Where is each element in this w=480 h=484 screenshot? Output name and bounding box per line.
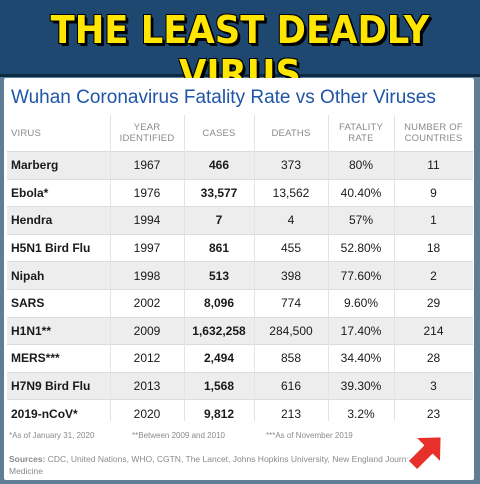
cell-deaths: 858 — [254, 344, 328, 373]
cell-year: 1994 — [110, 206, 184, 235]
cell-countries: 29 — [394, 288, 473, 318]
column-header-year: YEAR IDENTIFIED — [119, 122, 175, 144]
sources-note: Sources: CDC, United Nations, WHO, CGTN,… — [9, 453, 429, 477]
cell-fatality-rate: 80% — [328, 151, 394, 180]
cell-deaths: 284,500 — [254, 316, 328, 345]
cell-virus: MERS*** — [7, 344, 110, 373]
cell-year: 1998 — [110, 261, 184, 290]
footnote-2: **Between 2009 and 2010 — [132, 431, 225, 440]
cell-cases: 7 — [184, 206, 254, 235]
table-row: H1N1** 2009 1,632,258 284,500 17.40% 214 — [7, 316, 473, 345]
table-row: Nipah 1998 513 398 77.60% 2 — [7, 261, 473, 290]
cell-year: 2002 — [110, 288, 184, 318]
cell-cases: 1,632,258 — [184, 316, 254, 345]
cell-virus: SARS — [7, 288, 110, 318]
footnote-1: *As of January 31, 2020 — [9, 431, 95, 440]
cell-deaths: 455 — [254, 233, 328, 262]
cell-cases: 2,494 — [184, 344, 254, 373]
cell-year: 2009 — [110, 316, 184, 345]
cell-cases: 861 — [184, 233, 254, 262]
column-divider — [110, 115, 111, 421]
table-row: Marberg 1967 466 373 80% 11 — [7, 151, 473, 180]
table-row: SARS 2002 8,096 774 9.60% 29 — [7, 288, 473, 318]
cell-fatality-rate: 40.40% — [328, 178, 394, 207]
column-divider — [254, 115, 255, 421]
cell-deaths: 774 — [254, 288, 328, 318]
cell-fatality-rate: 39.30% — [328, 371, 394, 400]
fatality-table: VIRUS YEAR IDENTIFIED CASES DEATHS FATAL… — [7, 115, 473, 427]
cell-deaths: 13,562 — [254, 178, 328, 207]
cell-virus: Ebola* — [7, 178, 110, 207]
cell-deaths: 616 — [254, 371, 328, 400]
cell-countries: 23 — [394, 399, 473, 427]
footnote-3: ***As of November 2019 — [266, 431, 353, 440]
cell-fatality-rate: 77.60% — [328, 261, 394, 290]
column-header-cases: CASES — [202, 127, 236, 139]
cell-virus: Hendra — [7, 206, 110, 235]
cell-countries: 9 — [394, 178, 473, 207]
cell-cases: 466 — [184, 151, 254, 180]
cell-virus: H5N1 Bird Flu — [7, 233, 110, 262]
table-row: 2019-nCoV* 2020 9,812 213 3.2% 23 — [7, 399, 473, 427]
sources-label: Sources: — [9, 454, 46, 464]
banner: THE LEAST DEADLY VIRUS — [0, 0, 480, 96]
banner-title: THE LEAST DEADLY VIRUS — [50, 8, 430, 96]
table-row: H7N9 Bird Flu 2013 1,568 616 39.30% 3 — [7, 371, 473, 400]
cell-deaths: 4 — [254, 206, 328, 235]
cell-deaths: 398 — [254, 261, 328, 290]
cell-countries: 2 — [394, 261, 473, 290]
table-header-row: VIRUS YEAR IDENTIFIED CASES DEATHS FATAL… — [7, 115, 473, 152]
table-row: H5N1 Bird Flu 1997 861 455 52.80% 18 — [7, 233, 473, 262]
cell-cases: 33,577 — [184, 178, 254, 207]
red-arrow-icon — [405, 434, 444, 473]
cell-year: 2020 — [110, 399, 184, 427]
table-title: Wuhan Coronavirus Fatality Rate vs Other… — [11, 87, 436, 108]
cell-virus: H7N9 Bird Flu — [7, 371, 110, 400]
cell-cases: 8,096 — [184, 288, 254, 318]
cell-virus: Marberg — [7, 151, 110, 180]
cell-fatality-rate: 9.60% — [328, 288, 394, 318]
cell-countries: 18 — [394, 233, 473, 262]
cell-year: 1967 — [110, 151, 184, 180]
cell-deaths: 213 — [254, 399, 328, 427]
cell-deaths: 373 — [254, 151, 328, 180]
cell-countries: 1 — [394, 206, 473, 235]
column-header-fatality-rate: FATALITY RATE — [338, 122, 383, 144]
cell-virus: 2019-nCoV* — [7, 399, 110, 427]
cell-fatality-rate: 3.2% — [328, 399, 394, 427]
table-row: Hendra 1994 7 4 57% 1 — [7, 206, 473, 235]
cell-fatality-rate: 17.40% — [328, 316, 394, 345]
column-header-countries: NUMBER OF COUNTRIES — [404, 122, 463, 144]
column-divider — [394, 115, 395, 421]
column-divider — [328, 115, 329, 421]
cell-fatality-rate: 52.80% — [328, 233, 394, 262]
cell-countries: 28 — [394, 344, 473, 373]
cell-year: 1997 — [110, 233, 184, 262]
table-body: Marberg 1967 466 373 80% 11 Ebola* 1976 33,577 13… — [7, 151, 473, 427]
cell-fatality-rate: 57% — [328, 206, 394, 235]
table-card: Wuhan Coronavirus Fatality Rate vs Other… — [4, 78, 474, 480]
cell-year: 2012 — [110, 344, 184, 373]
column-divider — [184, 115, 185, 421]
table-row: Ebola* 1976 33,577 13,562 40.40% 9 — [7, 178, 473, 207]
cell-cases: 513 — [184, 261, 254, 290]
cell-countries: 214 — [394, 316, 473, 345]
sources-text: CDC, United Nations, WHO, CGTN, The Lanc… — [9, 454, 423, 476]
cell-cases: 1,568 — [184, 371, 254, 400]
cell-year: 1976 — [110, 178, 184, 207]
cell-countries: 11 — [394, 151, 473, 180]
table-row: MERS*** 2012 2,494 858 34.40% 28 — [7, 344, 473, 373]
cell-virus: H1N1** — [7, 316, 110, 345]
cell-virus: Nipah — [7, 261, 110, 290]
column-header-deaths: DEATHS — [271, 127, 311, 139]
column-header-virus: VIRUS — [11, 127, 42, 139]
cell-countries: 3 — [394, 371, 473, 400]
cell-fatality-rate: 34.40% — [328, 344, 394, 373]
cell-cases: 9,812 — [184, 399, 254, 427]
cell-year: 2013 — [110, 371, 184, 400]
